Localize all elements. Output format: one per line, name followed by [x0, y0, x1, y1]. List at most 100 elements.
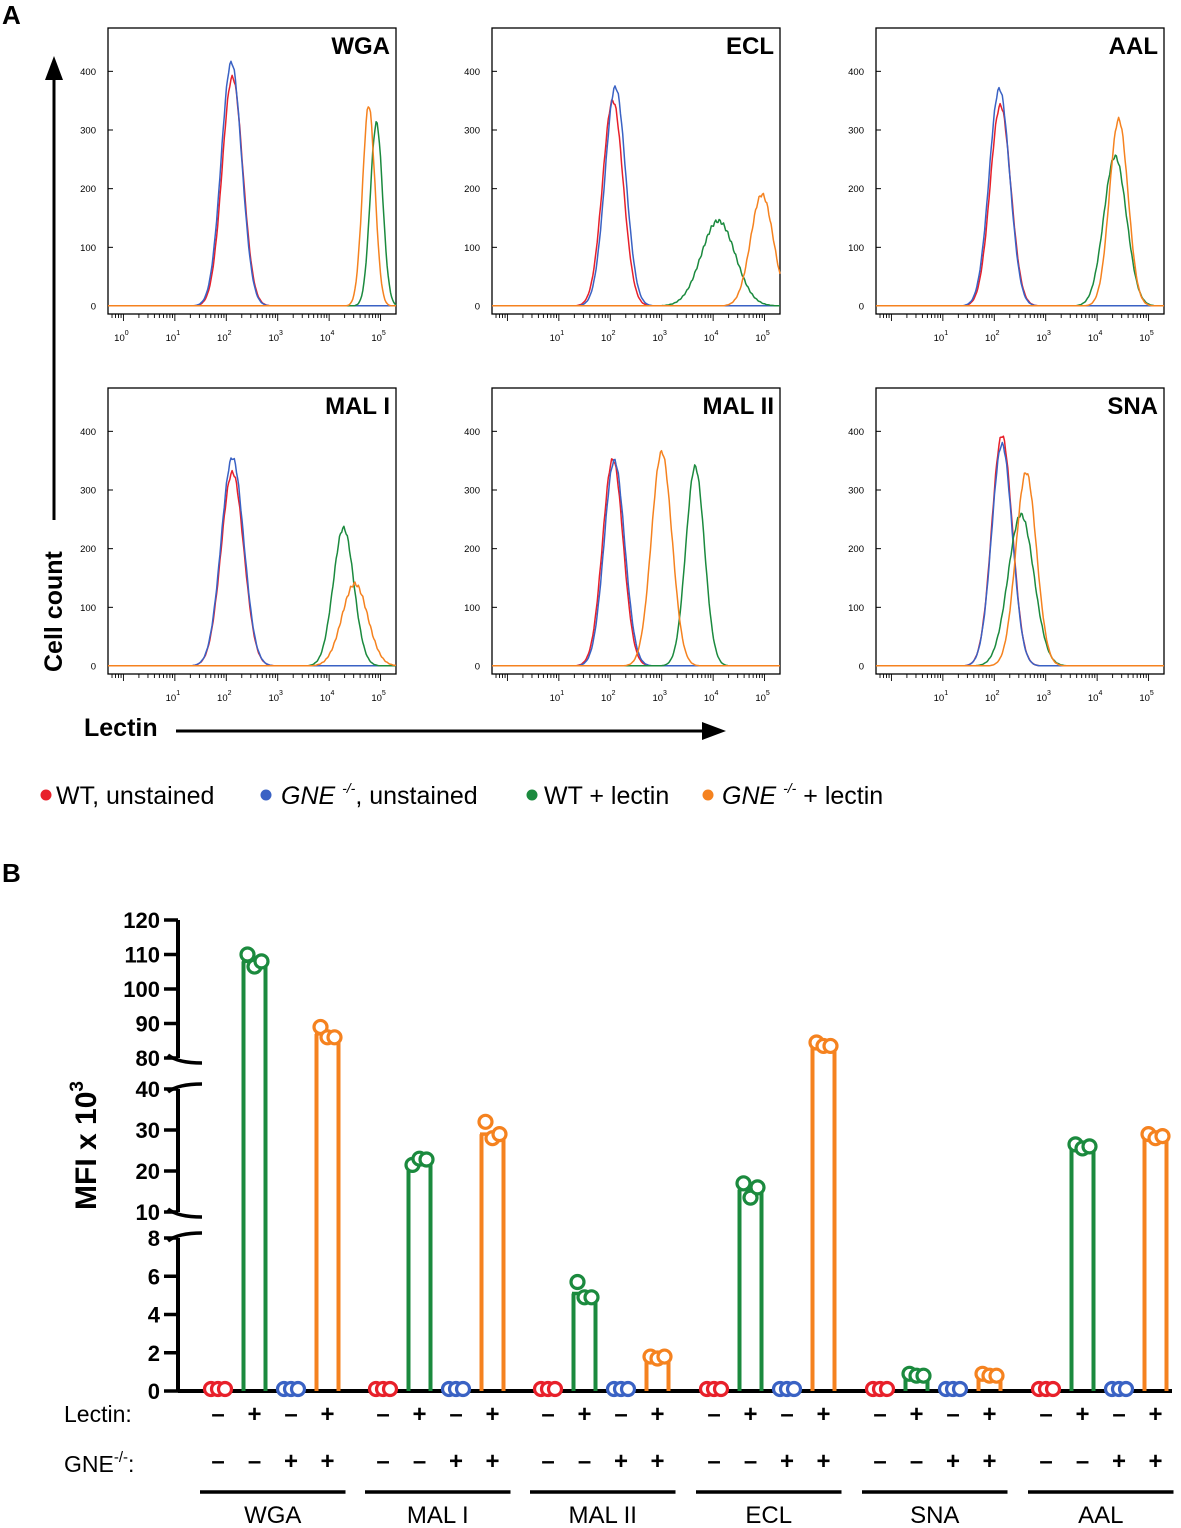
gne-sign: +: [780, 1448, 794, 1475]
lectin-sign: –: [541, 1401, 554, 1428]
x-tick-label: 103: [1036, 330, 1051, 344]
histogram-sna: SNA 0 100 200 300 400 101 102 103 104 105: [848, 387, 1165, 704]
y-tick-label: 200: [464, 544, 480, 555]
point-sna-gne-unstained: [951, 1380, 969, 1398]
bar-y-tick-label: 6: [148, 1264, 160, 1289]
gne-sign: +: [650, 1448, 664, 1475]
lectin-sign: –: [211, 1401, 224, 1428]
lectin-sign: –: [284, 1401, 297, 1428]
x-tick-label: 105: [371, 330, 386, 344]
lectin-sign: +: [320, 1401, 334, 1428]
gne-sign: –: [578, 1448, 591, 1475]
y-tick-label: 200: [80, 544, 96, 555]
y-tick-label: 200: [848, 184, 864, 195]
x-tick-label: 104: [704, 690, 719, 704]
x-axis-arrowhead: [702, 722, 726, 740]
histogram-title: WGA: [331, 33, 390, 60]
gne-sign: –: [211, 1448, 224, 1475]
x-tick-label: 103: [652, 690, 667, 704]
histogram-title: MAL II: [702, 393, 774, 420]
lectin-sign: +: [412, 1401, 426, 1428]
x-axis-label: Lectin: [84, 714, 158, 742]
lectin-sign: –: [1112, 1401, 1125, 1428]
x-tick-label: 105: [755, 330, 770, 344]
gne-sign: –: [910, 1448, 923, 1475]
lectin-sign: +: [1148, 1401, 1162, 1428]
bar-chart: 02468102030408090100110120––+––+++WGA––+…: [123, 908, 1174, 1528]
legend-label-gne-lectin: GNE -/- + lectin: [722, 780, 883, 810]
x-tick-label: 102: [985, 330, 1000, 344]
x-tick-label: 100: [114, 330, 129, 344]
curve-gne-lectin: [876, 116, 1164, 307]
point-aal-gne-unstained: [1117, 1380, 1135, 1398]
y-tick-label: 300: [464, 126, 480, 137]
y-tick-label: 400: [848, 427, 864, 438]
lectin-sign: +: [577, 1401, 591, 1428]
point-sna-wt-lectin: [915, 1367, 932, 1384]
x-tick-label: 102: [985, 690, 1000, 704]
legend: WT, unstained GNE -/-, unstained WT + le…: [40, 780, 883, 810]
lectin-sign: –: [614, 1401, 627, 1428]
gne-sign: +: [284, 1448, 298, 1475]
x-tick-label: 101: [934, 690, 949, 704]
y-axis-label: Cell count: [40, 550, 68, 672]
curve-wt-lectin: [492, 464, 780, 667]
y-axis-arrowhead: [45, 56, 63, 80]
histogram-aal: AAL 0 100 200 300 400 101 102 103 104 105: [848, 27, 1165, 344]
gne-sign: –: [707, 1448, 720, 1475]
y-tick-label: 400: [80, 67, 96, 78]
y-tick-label: 0: [475, 302, 480, 313]
point-mal-i-gne-lectin: [477, 1113, 494, 1130]
point-ecl-wt-lectin: [749, 1179, 766, 1196]
curve-gne-lectin: [492, 192, 781, 307]
curve-gne-lectin: [108, 581, 397, 667]
y-tick-label: 400: [848, 67, 864, 78]
bar-y-tick-label: 0: [148, 1379, 160, 1404]
histogram-mal-i: MAL I 0 100 200 300 400 101 102 103 104 105: [80, 387, 397, 704]
point-sna-wt-unstained: [878, 1380, 896, 1398]
histogram-title: ECL: [726, 33, 774, 60]
point-ecl-wt-lectin: [735, 1175, 752, 1192]
y-tick-label: 100: [848, 603, 864, 614]
bar-y-tick-label: 80: [136, 1046, 160, 1071]
curve-gne-unstained: [876, 86, 1164, 307]
x-tick-label: 101: [934, 330, 949, 344]
y-tick-label: 300: [848, 486, 864, 497]
point-ecl-gne-lectin: [822, 1037, 839, 1055]
bar-y-tick-label: 20: [136, 1159, 160, 1184]
legend-dot-gne-lectin: [702, 789, 714, 801]
x-tick-label: 105: [1139, 690, 1154, 704]
lectin-sign: +: [816, 1401, 830, 1428]
y-tick-label: 100: [848, 243, 864, 254]
histogram-ecl: ECL 0 100 200 300 400 101 102 103 104 105: [464, 27, 781, 344]
category-label-sna: SNA: [910, 1502, 959, 1528]
point-ecl-wt-unstained: [712, 1380, 730, 1398]
lectin-sign: +: [247, 1401, 261, 1428]
bar-y-tick-label: 110: [125, 943, 161, 968]
gne-sign: +: [449, 1448, 463, 1475]
curve-wt-lectin: [108, 120, 397, 307]
lectin-sign: –: [1039, 1401, 1052, 1428]
curve-gne-unstained: [108, 60, 396, 307]
legend-dot-wt-lectin: [526, 789, 538, 801]
lectin-sign: –: [707, 1401, 720, 1428]
histogram-title: AAL: [1109, 33, 1158, 60]
legend-label-wt-lectin: WT + lectin: [544, 782, 669, 810]
point-mal-i-wt-lectin: [418, 1151, 435, 1168]
histogram-title: MAL I: [325, 393, 390, 420]
bar-y-tick-label: 4: [148, 1303, 161, 1328]
x-tick-label: 102: [601, 690, 616, 704]
category-label-mal-i: MAL I: [407, 1502, 469, 1528]
x-tick-label: 103: [268, 330, 283, 344]
histogram-frame: [491, 27, 781, 315]
point-aal-wt-lectin: [1081, 1138, 1098, 1155]
x-tick-label: 104: [320, 690, 335, 704]
gne-sign: +: [946, 1448, 960, 1475]
category-label-wga: WGA: [244, 1502, 301, 1528]
category-label-ecl: ECL: [745, 1502, 792, 1528]
x-tick-label: 105: [371, 690, 386, 704]
x-tick-label: 104: [1088, 690, 1103, 704]
point-aal-wt-unstained: [1044, 1380, 1062, 1398]
curve-gne-unstained: [492, 85, 780, 307]
y-tick-label: 400: [464, 427, 480, 438]
